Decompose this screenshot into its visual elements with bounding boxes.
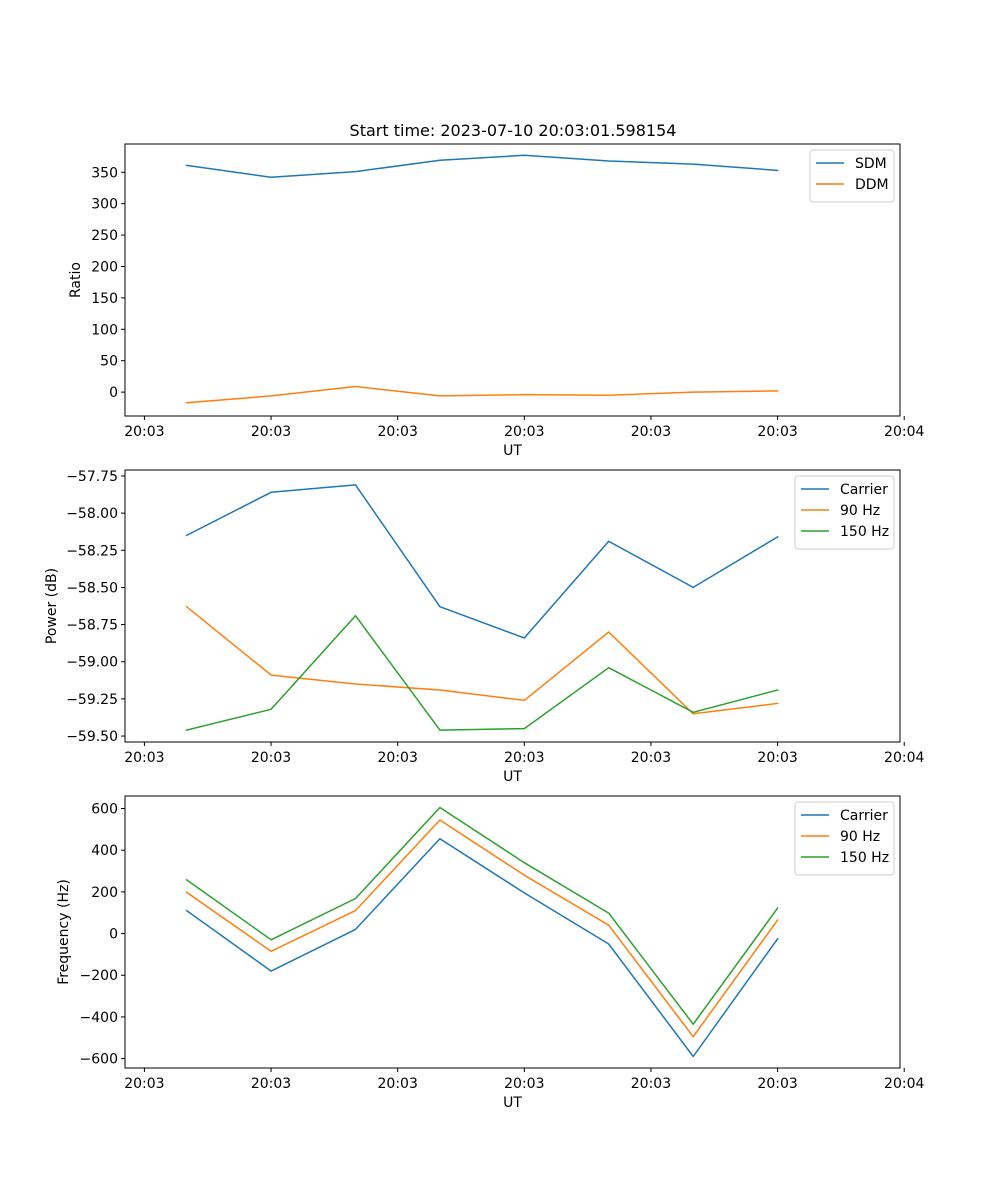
x-tick-label: 20:04 xyxy=(884,424,924,440)
series-line-150-hz xyxy=(185,806,779,1025)
x-tick-label: 20:03 xyxy=(251,750,291,766)
x-tick-label: 20:04 xyxy=(884,1076,924,1092)
x-tick-label: 20:03 xyxy=(124,1076,164,1092)
series-line-carrier xyxy=(185,837,779,1058)
y-tick-label: 0 xyxy=(109,385,118,401)
y-tick-label: 250 xyxy=(91,228,118,244)
legend-label: DDM xyxy=(855,177,889,193)
y-tick-label: −58.25 xyxy=(66,543,118,559)
legend-label: 90 Hz xyxy=(840,829,880,845)
series-line-carrier xyxy=(185,484,779,639)
legend-label: SDM xyxy=(855,156,887,172)
y-tick-label: 50 xyxy=(100,354,118,370)
chart-panel-2: 20:03 20:03 20:03 20:03 20:03 20:03 20:04 −59.5… xyxy=(44,469,924,785)
series-line-150-hz xyxy=(185,614,779,732)
y-tick-label: −59.50 xyxy=(66,729,118,745)
chart-panel-1: 20:03 20:03 20:03 20:03 20:03 20:03 20:04 0 50 10… xyxy=(68,143,924,459)
y-tick-label: −600 xyxy=(80,1052,118,1068)
y-axis-label: Frequency (Hz) xyxy=(56,879,72,985)
x-tick-label: 20:03 xyxy=(378,750,418,766)
y-tick-label: −59.25 xyxy=(66,692,118,708)
plot-frame xyxy=(124,795,901,1069)
y-tick-label: −57.75 xyxy=(66,469,118,485)
x-tick-label: 20:03 xyxy=(124,750,164,766)
y-tick-label: −58.00 xyxy=(66,506,118,522)
y-tick-label: −58.50 xyxy=(66,580,118,596)
panels: 20:03 20:03 20:03 20:03 20:03 20:03 20:04 0 50 10… xyxy=(44,143,924,1111)
y-tick-label: −58.75 xyxy=(66,618,118,634)
x-tick-label: 20:03 xyxy=(631,1076,671,1092)
x-tick-label: 20:03 xyxy=(378,1076,418,1092)
x-axis-label: UT xyxy=(503,769,522,785)
legend: Carrier 90 Hz 150 Hz xyxy=(794,475,895,550)
y-tick-label: 600 xyxy=(91,802,118,818)
x-tick-label: 20:03 xyxy=(251,1076,291,1092)
legend-label: 150 Hz xyxy=(840,524,889,540)
chart-panel-3: 20:03 20:03 20:03 20:03 20:03 20:03 20:04 −600 −… xyxy=(56,795,924,1111)
x-tick-label: 20:03 xyxy=(631,424,671,440)
y-tick-label: 400 xyxy=(91,843,118,859)
y-tick-label: −400 xyxy=(80,1010,118,1026)
legend: Carrier 90 Hz 150 Hz xyxy=(794,801,895,876)
x-axis-label: UT xyxy=(503,1095,522,1111)
y-axis-label: Ratio xyxy=(68,262,84,298)
x-tick-label: 20:03 xyxy=(757,750,797,766)
x-tick-label: 20:03 xyxy=(504,1076,544,1092)
y-tick-label: 200 xyxy=(91,885,118,901)
x-axis-label: UT xyxy=(503,443,522,459)
x-tick-label: 20:03 xyxy=(504,750,544,766)
y-tick-label: 0 xyxy=(109,927,118,943)
y-tick-label: −200 xyxy=(80,968,118,984)
x-tick-label: 20:04 xyxy=(884,750,924,766)
y-tick-label: 150 xyxy=(91,291,118,307)
x-tick-label: 20:03 xyxy=(124,424,164,440)
plot-frame xyxy=(124,469,901,743)
series-line-90-hz xyxy=(185,819,779,1038)
figure-title: Start time: 2023-07-10 20:03:01.598154 xyxy=(350,121,677,140)
series-line-90-hz xyxy=(185,605,779,715)
plot-frame xyxy=(124,143,901,417)
legend-label: 90 Hz xyxy=(840,503,880,519)
y-tick-label: 300 xyxy=(91,197,118,213)
y-tick-label: 350 xyxy=(91,165,118,181)
x-tick-label: 20:03 xyxy=(757,424,797,440)
x-tick-label: 20:03 xyxy=(631,750,671,766)
y-tick-label: −59.00 xyxy=(66,655,118,671)
legend: SDM DDM xyxy=(809,149,895,203)
series-line-sdm xyxy=(185,154,779,179)
legend-label: Carrier xyxy=(840,482,888,498)
legend-label: 150 Hz xyxy=(840,850,889,866)
x-tick-label: 20:03 xyxy=(504,424,544,440)
x-tick-label: 20:03 xyxy=(251,424,291,440)
x-tick-label: 20:03 xyxy=(378,424,418,440)
y-tick-label: 100 xyxy=(91,322,118,338)
legend-label: Carrier xyxy=(840,808,888,824)
y-axis-label: Power (dB) xyxy=(44,568,60,644)
y-tick-label: 200 xyxy=(91,259,118,275)
series-line-ddm xyxy=(185,385,779,404)
x-tick-label: 20:03 xyxy=(757,1076,797,1092)
